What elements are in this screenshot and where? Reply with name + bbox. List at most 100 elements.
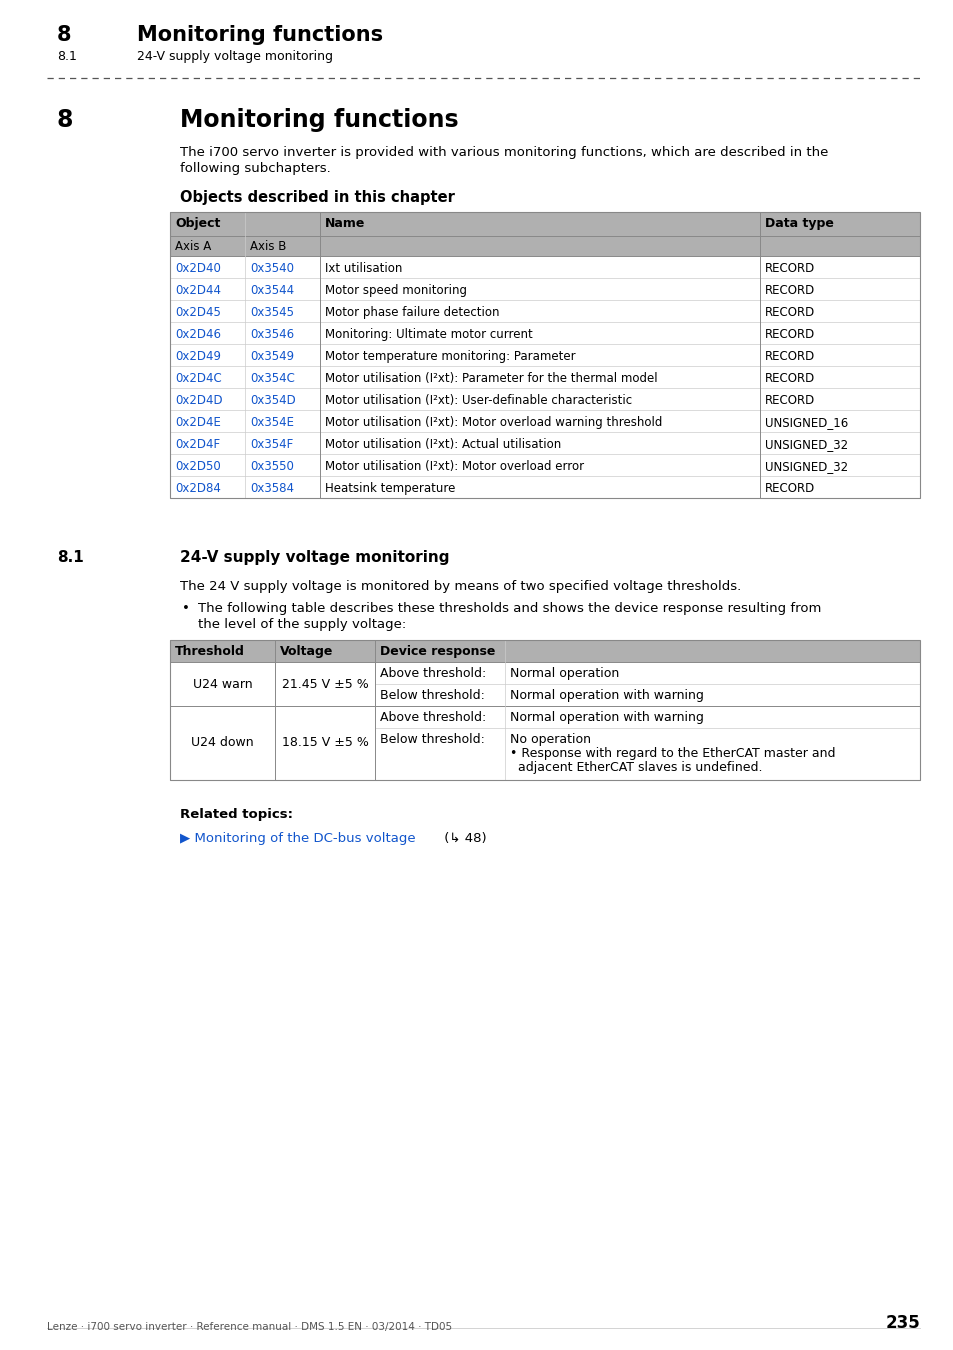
Text: following subchapters.: following subchapters. — [180, 162, 331, 176]
Text: 0x3544: 0x3544 — [250, 284, 294, 297]
Text: Motor phase failure detection: Motor phase failure detection — [325, 306, 499, 319]
Text: 0x2D45: 0x2D45 — [174, 306, 221, 319]
Text: 0x354C: 0x354C — [250, 373, 294, 385]
Text: RECORD: RECORD — [764, 328, 815, 342]
Text: RECORD: RECORD — [764, 284, 815, 297]
Bar — [170, 323, 919, 344]
Bar — [170, 706, 919, 780]
Text: No operation: No operation — [510, 733, 590, 747]
Bar — [170, 212, 919, 498]
Text: adjacent EtherCAT slaves is undefined.: adjacent EtherCAT slaves is undefined. — [510, 761, 761, 774]
Text: 0x354E: 0x354E — [250, 416, 294, 429]
Text: Monitoring functions: Monitoring functions — [180, 108, 458, 132]
Text: Monitoring functions: Monitoring functions — [137, 26, 383, 45]
Text: Above threshold:: Above threshold: — [379, 711, 486, 724]
Text: Threshold: Threshold — [174, 645, 245, 657]
Text: 0x354F: 0x354F — [250, 437, 293, 451]
Text: 0x3584: 0x3584 — [250, 482, 294, 495]
Text: 8.1: 8.1 — [57, 549, 84, 566]
Text: Motor utilisation (I²xt): Parameter for the thermal model: Motor utilisation (I²xt): Parameter for … — [325, 373, 657, 385]
Text: Voltage: Voltage — [280, 645, 333, 657]
Text: the level of the supply voltage:: the level of the supply voltage: — [198, 618, 406, 630]
Text: Below threshold:: Below threshold: — [379, 688, 484, 702]
Text: 0x3550: 0x3550 — [250, 460, 294, 472]
Text: U24 warn: U24 warn — [193, 678, 252, 690]
Text: 0x3549: 0x3549 — [250, 350, 294, 363]
Text: Normal operation with warning: Normal operation with warning — [510, 688, 703, 702]
Text: Motor utilisation (I²xt): Motor overload warning threshold: Motor utilisation (I²xt): Motor overload… — [325, 416, 661, 429]
Text: 24-V supply voltage monitoring: 24-V supply voltage monitoring — [180, 549, 449, 566]
Text: Heatsink temperature: Heatsink temperature — [325, 482, 455, 495]
Text: 0x3540: 0x3540 — [250, 262, 294, 275]
Text: 0x2D4F: 0x2D4F — [174, 437, 220, 451]
Text: 8.1: 8.1 — [57, 50, 77, 63]
Text: The i700 servo inverter is provided with various monitoring functions, which are: The i700 servo inverter is provided with… — [180, 146, 827, 159]
Bar — [170, 236, 919, 256]
Text: 235: 235 — [884, 1314, 919, 1332]
Text: 0x2D49: 0x2D49 — [174, 350, 221, 363]
Bar — [170, 454, 919, 477]
Text: UNSIGNED_32: UNSIGNED_32 — [764, 460, 847, 472]
Bar — [170, 640, 919, 780]
Text: 0x3546: 0x3546 — [250, 328, 294, 342]
Text: 0x2D50: 0x2D50 — [174, 460, 220, 472]
Text: 0x354D: 0x354D — [250, 394, 295, 406]
Text: The following table describes these thresholds and shows the device response res: The following table describes these thre… — [198, 602, 821, 616]
Text: RECORD: RECORD — [764, 373, 815, 385]
Text: Related topics:: Related topics: — [180, 809, 293, 821]
Text: RECORD: RECORD — [764, 306, 815, 319]
Text: 24-V supply voltage monitoring: 24-V supply voltage monitoring — [137, 50, 333, 63]
Text: 0x2D84: 0x2D84 — [174, 482, 221, 495]
Text: Normal operation with warning: Normal operation with warning — [510, 711, 703, 724]
Text: Axis A: Axis A — [174, 240, 211, 252]
Text: UNSIGNED_16: UNSIGNED_16 — [764, 416, 847, 429]
Text: Above threshold:: Above threshold: — [379, 667, 486, 680]
Text: Motor temperature monitoring: Parameter: Motor temperature monitoring: Parameter — [325, 350, 575, 363]
Text: UNSIGNED_32: UNSIGNED_32 — [764, 437, 847, 451]
Text: Axis B: Axis B — [250, 240, 286, 252]
Text: 0x2D44: 0x2D44 — [174, 284, 221, 297]
Bar — [170, 410, 919, 432]
Text: Normal operation: Normal operation — [510, 667, 618, 680]
Text: 21.45 V ±5 %: 21.45 V ±5 % — [281, 678, 368, 690]
Bar — [170, 640, 919, 662]
Text: (↳ 48): (↳ 48) — [439, 832, 486, 845]
Text: U24 down: U24 down — [191, 737, 253, 749]
Text: RECORD: RECORD — [764, 350, 815, 363]
Text: RECORD: RECORD — [764, 394, 815, 406]
Text: 18.15 V ±5 %: 18.15 V ±5 % — [281, 737, 368, 749]
Text: Objects described in this chapter: Objects described in this chapter — [180, 190, 455, 205]
Bar — [170, 300, 919, 323]
Text: 0x2D4E: 0x2D4E — [174, 416, 221, 429]
Text: 0x2D46: 0x2D46 — [174, 328, 221, 342]
Text: Lenze · i700 servo inverter · Reference manual · DMS 1.5 EN · 03/2014 · TD05: Lenze · i700 servo inverter · Reference … — [47, 1322, 452, 1332]
Bar — [170, 256, 919, 278]
Text: Object: Object — [174, 217, 220, 230]
Bar — [170, 344, 919, 366]
Text: RECORD: RECORD — [764, 262, 815, 275]
Text: Monitoring: Ultimate motor current: Monitoring: Ultimate motor current — [325, 328, 532, 342]
Text: Motor utilisation (I²xt): Actual utilisation: Motor utilisation (I²xt): Actual utilisa… — [325, 437, 560, 451]
Text: Motor utilisation (I²xt): User-definable characteristic: Motor utilisation (I²xt): User-definable… — [325, 394, 632, 406]
Text: Data type: Data type — [764, 217, 833, 230]
Text: 0x2D4D: 0x2D4D — [174, 394, 222, 406]
Text: Ixt utilisation: Ixt utilisation — [325, 262, 402, 275]
Bar — [170, 432, 919, 454]
Text: ▶ Monitoring of the DC-bus voltage: ▶ Monitoring of the DC-bus voltage — [180, 832, 416, 845]
Text: The 24 V supply voltage is monitored by means of two specified voltage threshold: The 24 V supply voltage is monitored by … — [180, 580, 740, 593]
Text: Below threshold:: Below threshold: — [379, 733, 484, 747]
Text: •: • — [182, 602, 190, 616]
Bar — [170, 477, 919, 498]
Text: 0x2D40: 0x2D40 — [174, 262, 221, 275]
Bar — [170, 366, 919, 387]
Text: Motor utilisation (I²xt): Motor overload error: Motor utilisation (I²xt): Motor overload… — [325, 460, 583, 472]
Text: Motor speed monitoring: Motor speed monitoring — [325, 284, 467, 297]
Text: RECORD: RECORD — [764, 482, 815, 495]
Text: 8: 8 — [57, 108, 73, 132]
Text: Device response: Device response — [379, 645, 495, 657]
Text: 8: 8 — [57, 26, 71, 45]
Text: 0x2D4C: 0x2D4C — [174, 373, 221, 385]
Bar — [170, 212, 919, 236]
Text: • Response with regard to the EtherCAT master and: • Response with regard to the EtherCAT m… — [510, 747, 835, 760]
Bar — [170, 662, 919, 706]
